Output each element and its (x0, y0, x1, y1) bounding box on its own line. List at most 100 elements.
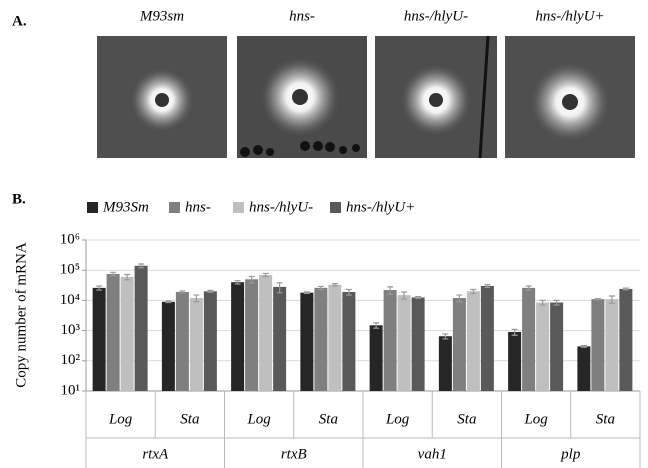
bar (189, 298, 203, 391)
bar (92, 287, 106, 391)
colony (155, 93, 169, 107)
y-tick-label: 10⁴ (60, 292, 80, 308)
bar (383, 290, 397, 391)
x-tick-label: Sta (180, 411, 199, 427)
bar (175, 291, 189, 391)
legend-swatch (169, 202, 180, 213)
error-bar (373, 322, 380, 329)
y-tick-label: 10⁵ (60, 262, 80, 278)
group-label: vah1 (418, 446, 447, 462)
error-bar (608, 295, 615, 304)
bar (605, 299, 619, 391)
error-bar (303, 291, 310, 295)
bar (314, 287, 328, 391)
photo-caption: M93sm (139, 8, 184, 24)
error-bar (165, 300, 172, 304)
colony (429, 93, 443, 107)
bar (203, 291, 217, 391)
error-bar (193, 294, 200, 303)
debris (240, 141, 360, 157)
legend-label: M93Sm (102, 199, 149, 215)
error-bar (456, 294, 463, 303)
bar (438, 336, 452, 391)
bar (231, 282, 245, 391)
error-bar (511, 328, 518, 336)
error-bar (124, 273, 131, 281)
error-bar (415, 296, 422, 299)
legend-swatch (330, 202, 341, 213)
error-bar (110, 271, 117, 277)
error-bar (248, 275, 255, 284)
error-bar (138, 263, 145, 269)
group-label: rtxA (142, 446, 169, 462)
error-bar (594, 297, 601, 301)
x-tick-label: Log (523, 411, 548, 427)
group-label: plp (560, 446, 581, 462)
bar (300, 292, 314, 391)
bar (106, 273, 120, 391)
bar (328, 284, 342, 391)
x-tick-label: Log (108, 411, 133, 427)
y-tick-label: 10¹ (61, 382, 81, 398)
y-tick-label: 10³ (61, 322, 81, 338)
edge (478, 35, 490, 159)
y-tick-label: 10⁶ (60, 231, 80, 247)
legend-label: hns- (185, 199, 211, 215)
error-bar (179, 290, 186, 294)
bar (342, 291, 356, 391)
bar (619, 288, 633, 391)
bar (134, 265, 148, 391)
error-bar (525, 285, 532, 291)
error-bar (622, 287, 629, 291)
bar (591, 299, 605, 391)
error-bar (345, 288, 352, 296)
error-bar (317, 285, 324, 291)
error-bar (539, 299, 546, 306)
error-bar (234, 280, 241, 285)
bar (411, 297, 425, 391)
colony (292, 89, 308, 105)
bar (508, 331, 522, 391)
bar (522, 287, 536, 391)
colony (562, 94, 578, 110)
error-bar (96, 285, 103, 291)
error-bar (207, 289, 214, 293)
photo-caption: hns-/hlyU- (404, 8, 468, 24)
bar (452, 298, 466, 391)
error-bar (580, 344, 587, 348)
error-bar (331, 283, 338, 287)
legend-swatch (233, 202, 244, 213)
x-tick-label: Log (385, 411, 410, 427)
legend-swatch (87, 202, 98, 213)
x-tick-label: Sta (596, 411, 615, 427)
bar (480, 285, 494, 391)
bar (120, 276, 134, 391)
error-bar (401, 291, 408, 300)
bar (273, 286, 287, 391)
panel-label: A. (12, 13, 27, 29)
legend-label: hns-/hlyU+ (346, 199, 415, 215)
error-bar (442, 333, 449, 340)
bar (577, 346, 591, 391)
error-bar (387, 286, 394, 295)
bar (245, 279, 259, 391)
bar (161, 301, 175, 391)
legend-label: hns-/hlyU- (249, 199, 313, 215)
bar (466, 291, 480, 391)
bar (259, 274, 273, 391)
error-bar (553, 299, 560, 306)
x-tick-label: Sta (319, 411, 338, 427)
bar (397, 295, 411, 391)
x-tick-label: Sta (457, 411, 476, 427)
error-bar (262, 272, 269, 278)
bar (536, 302, 550, 391)
photo-caption: hns- (289, 8, 315, 24)
photos (97, 35, 635, 159)
x-tick-label: Log (246, 411, 271, 427)
photo-caption: hns-/hlyU+ (535, 8, 604, 24)
error-bar (470, 288, 477, 295)
panel-label: B. (12, 191, 26, 207)
y-axis-label: Copy number of mRNA (13, 242, 29, 388)
bar (550, 302, 564, 391)
